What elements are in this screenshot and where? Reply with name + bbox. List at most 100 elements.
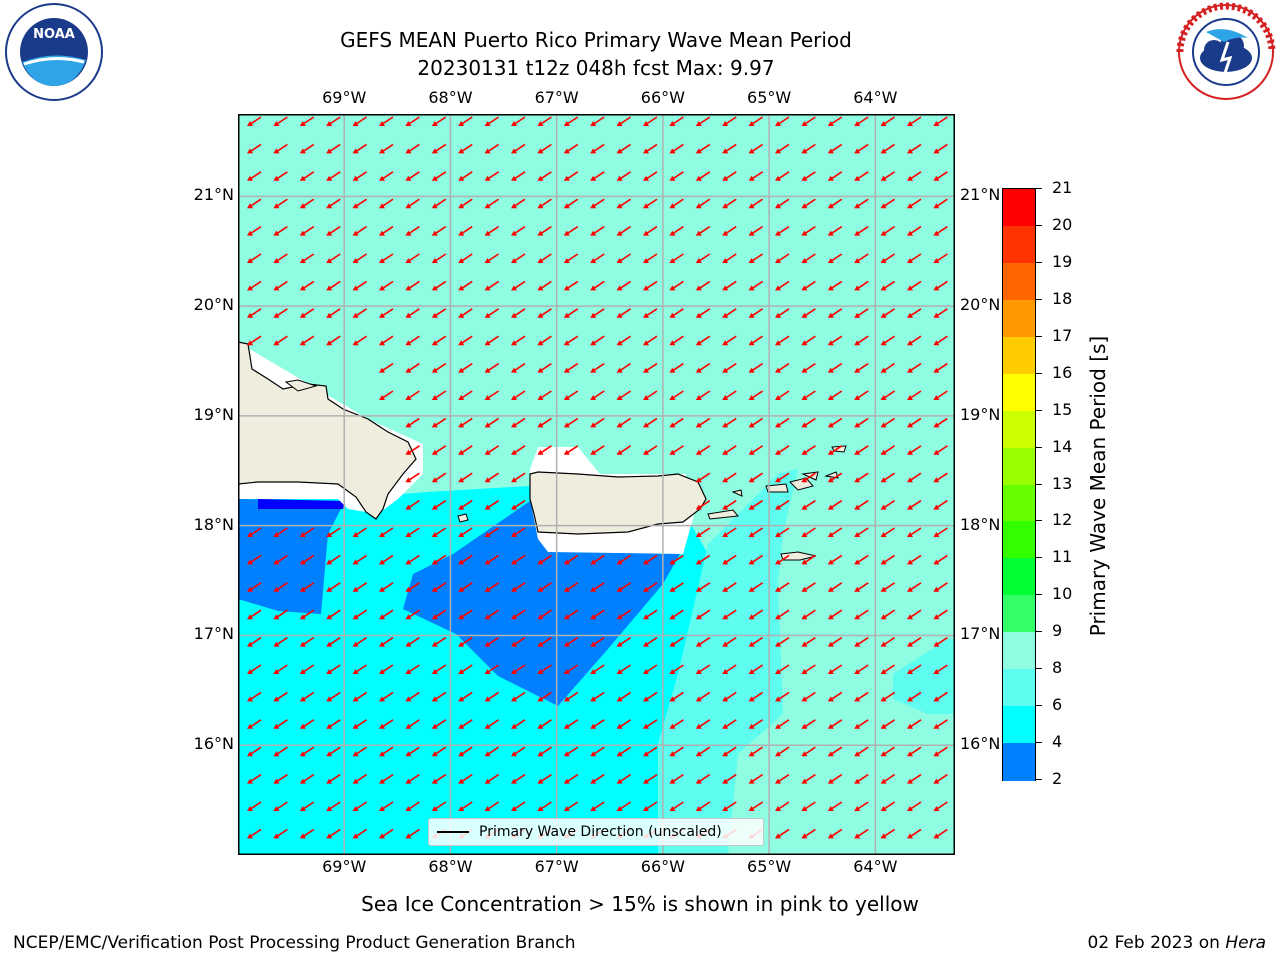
wave-arrow	[484, 335, 500, 346]
colorbar-tick-label: 10	[1052, 584, 1073, 604]
wave-arrow	[563, 691, 579, 702]
wave-arrow	[933, 362, 948, 373]
wave-arrow	[405, 171, 420, 181]
colorbar-tick-mark	[1035, 779, 1042, 780]
wave-arrow	[748, 636, 764, 647]
wave-arrow	[484, 253, 500, 263]
footer-right: 02 Feb 2023 on Hera	[1088, 933, 1266, 953]
wave-arrow	[431, 609, 447, 620]
wave-arrow	[722, 417, 737, 428]
wave-arrow	[247, 801, 262, 811]
wave-arrow	[722, 527, 737, 537]
wave-arrow	[854, 582, 869, 592]
wave-arrow	[907, 335, 922, 346]
wave-arrow	[352, 116, 368, 126]
wave-arrow	[537, 417, 552, 428]
lat-tick-label: 21°N	[960, 185, 1001, 205]
wave-arrow	[352, 609, 368, 620]
wave-arrow	[748, 801, 764, 811]
wave-arrow	[405, 554, 420, 565]
wave-arrow	[511, 116, 526, 126]
wave-arrow	[722, 746, 737, 757]
wave-arrow	[616, 280, 632, 291]
wave-arrow	[484, 746, 500, 757]
wave-arrow	[352, 828, 368, 839]
wave-arrow	[379, 143, 394, 154]
wave-arrow	[933, 554, 948, 565]
wave-arrow	[801, 116, 816, 126]
wave-arrow	[827, 664, 843, 674]
wave-arrow	[854, 472, 869, 483]
wave-arrow	[880, 746, 896, 757]
colorbar-tick-mark	[1035, 261, 1042, 263]
wave-arrow	[431, 527, 447, 537]
wave-arrow	[537, 116, 552, 126]
wave-arrow	[643, 636, 658, 647]
colorbar-tick-mark	[1035, 409, 1042, 411]
wave-arrow	[643, 691, 658, 702]
wave-arrow	[748, 308, 764, 318]
wave-arrow	[458, 335, 473, 346]
wave-arrow	[563, 636, 579, 647]
wave-arrow	[537, 609, 552, 620]
wave-arrow	[405, 390, 420, 400]
wave-arrow	[484, 499, 500, 510]
wave-arrow	[484, 472, 500, 483]
wave-arrow	[775, 499, 790, 510]
wave-arrow	[669, 445, 684, 455]
chart-subtitle: 20230131 t12z 048h fcst Max: 9.97	[417, 56, 775, 80]
wave-arrow	[748, 445, 764, 455]
wave-arrow	[933, 143, 948, 154]
wave-arrow	[880, 691, 896, 702]
colorbar-segment	[1003, 410, 1035, 449]
wave-arrow	[748, 143, 764, 154]
wave-arrow	[748, 198, 764, 209]
wave-arrow	[458, 773, 473, 784]
wave-arrow	[643, 198, 658, 209]
wave-arrow	[405, 143, 420, 154]
wave-arrow	[458, 746, 473, 757]
wave-arrow	[563, 417, 579, 428]
wave-arrow	[722, 253, 737, 263]
wave-arrow	[299, 554, 315, 565]
lon-tick-label: 66°W	[640, 857, 685, 876]
wave-arrow	[854, 445, 869, 455]
wave-arrow	[854, 636, 869, 647]
wave-arrow	[933, 417, 948, 428]
wave-arrow	[801, 335, 816, 346]
wave-arrow	[458, 362, 473, 373]
wave-arrow	[590, 253, 605, 263]
wave-arrow	[827, 225, 843, 236]
wave-arrow	[590, 664, 605, 674]
wave-arrow	[616, 335, 632, 346]
wave-arrow	[827, 828, 843, 839]
wave-arrow	[590, 390, 605, 400]
wave-arrow	[537, 253, 552, 263]
wave-arrow	[775, 609, 790, 620]
wave-arrow	[484, 417, 500, 428]
colorbar-tick-mark	[1035, 668, 1042, 670]
wave-arrow	[616, 773, 632, 784]
wave-arrow	[933, 198, 948, 209]
wave-arrow	[933, 445, 948, 455]
map-legend: Primary Wave Direction (unscaled)	[428, 818, 764, 846]
lat-tick-label: 16°N	[960, 734, 1001, 754]
wave-arrow	[695, 143, 711, 154]
wave-arrow	[458, 308, 473, 318]
wave-arrow	[484, 198, 500, 209]
wave-arrow	[563, 746, 579, 757]
wave-arrow	[933, 609, 948, 620]
wave-arrow	[616, 746, 632, 757]
wave-arrow	[431, 746, 447, 757]
wave-arrow	[590, 362, 605, 373]
wave-arrow	[643, 171, 658, 181]
wave-arrow	[511, 335, 526, 346]
wave-arrow	[880, 253, 896, 263]
colorbar-segment	[1003, 336, 1035, 375]
wave-arrow	[537, 225, 552, 236]
wave-arrow	[907, 143, 922, 154]
wave-arrow	[801, 143, 816, 154]
wave-arrow	[247, 143, 262, 154]
wave-arrow	[827, 171, 843, 181]
wave-arrow	[326, 116, 341, 126]
